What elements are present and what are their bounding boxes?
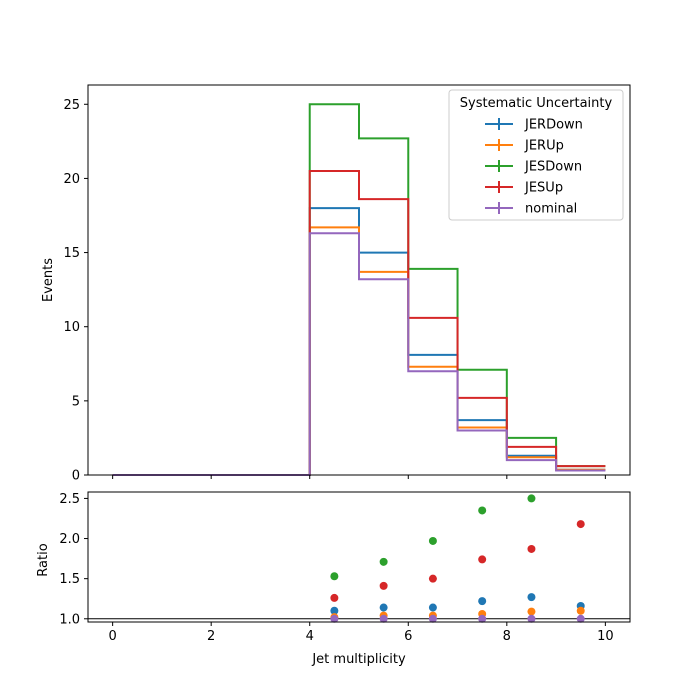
- x-tick-label: 0: [108, 629, 116, 644]
- legend-label-jerdown: JERDown: [524, 118, 583, 133]
- ratio-point-jesup: [379, 581, 388, 590]
- ratio-point-nominal: [428, 614, 437, 623]
- x-tick-label: 6: [404, 629, 412, 644]
- ratio-point-jesdown: [379, 557, 388, 566]
- ratio-point-jerup: [576, 606, 585, 615]
- top-y-tick-label: 5: [72, 394, 80, 409]
- ratio-point-jesup: [576, 520, 585, 529]
- legend-label-jesup: JESUp: [524, 181, 563, 196]
- ratio-point-nominal: [527, 614, 536, 623]
- top-y-tick-label: 15: [63, 246, 80, 261]
- top-histogram-panel: 0 5 10 15 20 25: [63, 84, 631, 484]
- ratio-point-jesup: [330, 593, 339, 602]
- x-tick-label: 8: [503, 629, 511, 644]
- ratio-point-jesup: [478, 555, 487, 564]
- ratio-panel: 0 2 4 6 8 10 1.0 1.5 2.0 2.5: [59, 491, 631, 644]
- y-axis-label-events: Events: [41, 258, 56, 302]
- ratio-y-tick-label: 2.0: [59, 532, 80, 547]
- ratio-point-jerdown: [527, 593, 536, 602]
- ratio-y-tick-label: 2.5: [59, 492, 80, 507]
- ratio-plot-frame: [87, 491, 631, 623]
- ratio-point-jerdown: [330, 606, 339, 615]
- top-plot-frame: [87, 84, 631, 476]
- top-y-tick-label: 0: [72, 469, 80, 484]
- ratio-point-jesdown: [428, 536, 437, 545]
- ratio-point-nominal: [330, 614, 339, 623]
- legend-label-jesdown: JESDown: [524, 160, 582, 175]
- legend-title: Systematic Uncertainty: [460, 96, 613, 111]
- ratio-point-nominal: [576, 614, 585, 623]
- x-axis-label: Jet multiplicity: [311, 652, 406, 667]
- ratio-point-jesdown: [527, 494, 536, 503]
- ratio-point-nominal: [478, 614, 487, 623]
- ratio-point-jerdown: [428, 603, 437, 612]
- ratio-point-jerdown: [478, 597, 487, 606]
- ratio-point-jesdown: [478, 506, 487, 515]
- top-y-tick-label: 25: [63, 98, 80, 113]
- ratio-point-nominal: [379, 614, 388, 623]
- ratio-point-jerup: [527, 607, 536, 616]
- ratio-y-tick-label: 1.0: [59, 612, 80, 627]
- ratio-point-jesup: [527, 544, 536, 553]
- ratio-y-tick-label: 1.5: [59, 572, 80, 587]
- top-y-tick-label: 10: [63, 320, 80, 335]
- ratio-point-jerdown: [379, 603, 388, 612]
- legend-label-nominal: nominal: [525, 202, 577, 217]
- x-tick-label: 2: [207, 629, 215, 644]
- legend: Systematic Uncertainty JERDown JERUp JESDow…: [448, 89, 624, 221]
- legend-label-jerup: JERUp: [524, 139, 564, 154]
- y-axis-label-ratio: Ratio: [36, 543, 51, 576]
- x-tick-label: 10: [597, 629, 614, 644]
- ratio-point-jesdown: [330, 572, 339, 581]
- x-tick-label: 4: [306, 629, 314, 644]
- top-y-tick-label: 20: [63, 172, 80, 187]
- ratio-point-jesup: [428, 574, 437, 583]
